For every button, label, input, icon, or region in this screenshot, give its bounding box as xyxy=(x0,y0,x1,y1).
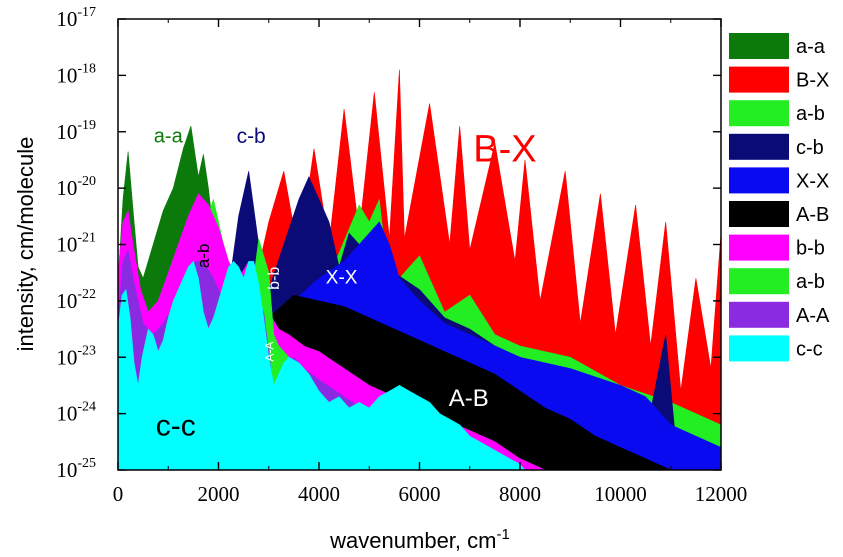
legend-swatch-c-b xyxy=(729,133,789,160)
annotation-a-b: A-B xyxy=(449,385,489,412)
legend-swatch-c-c xyxy=(729,335,789,362)
series-area-c-c-9 xyxy=(118,260,530,470)
x-tick-label: 10000 xyxy=(594,482,647,506)
x-tick-label: 4000 xyxy=(298,482,340,506)
x-tick-label: 2000 xyxy=(198,482,240,506)
legend-label-x-x: X-X xyxy=(796,170,829,192)
x-tick-label: 12000 xyxy=(695,482,748,506)
series-layer xyxy=(118,69,721,470)
legend: a-a B-X a-b c-b X-X A-B b-b a-b A-A c-c xyxy=(729,33,830,362)
legend-label-a-b: A-B xyxy=(796,204,829,226)
y-tick-label: 10-23 xyxy=(56,343,96,369)
axis-layer: 0 2000 4000 6000 8000 10000 12000 10-25 10-24 10-… xyxy=(56,5,747,506)
y-tick-label: 10-18 xyxy=(56,61,96,87)
y-tick-label: 10-17 xyxy=(56,5,96,31)
y-tick-label: 10-22 xyxy=(56,287,96,313)
legend-swatch-b-b xyxy=(729,234,789,261)
x-tick-label: 0 xyxy=(113,482,124,506)
legend-swatch-a-a xyxy=(729,33,789,59)
annotation-c-b: c-b xyxy=(237,125,266,148)
annotation-layer: a-a c-b B-X c-b a-b b-b X-X A-A A-B c-c xyxy=(154,125,537,443)
legend-swatch-a-b xyxy=(729,201,789,227)
y-tick-label: 10-25 xyxy=(56,456,96,482)
x-axis-title-superscript: -1 xyxy=(496,526,509,543)
legend-label-a-a: a-a xyxy=(796,36,826,58)
y-tick-label: 10-21 xyxy=(56,231,96,257)
y-tick-label: 10-24 xyxy=(56,400,96,426)
annotation-a-b: a-b xyxy=(194,243,213,268)
annotation-c-b: c-b xyxy=(231,185,245,202)
legend-swatch-a-b xyxy=(729,100,789,127)
legend-label-b-x: B-X xyxy=(796,70,829,92)
annotation-b-x: B-X xyxy=(473,129,536,171)
x-tick-label: 8000 xyxy=(499,482,541,506)
x-axis-title: wavenumber, cm-1 xyxy=(329,526,510,553)
annotation-x-x: X-X xyxy=(326,267,358,288)
legend-swatch-b-x xyxy=(729,66,789,93)
annotation-a-a: a-a xyxy=(154,126,184,148)
legend-label-c-c: c-c xyxy=(796,338,823,360)
legend-swatch-a-b xyxy=(729,268,789,295)
y-tick-label: 10-20 xyxy=(56,174,96,200)
annotation-b-b: b-b xyxy=(266,267,283,290)
legend-label-b-b: b-b xyxy=(796,238,825,260)
legend-label-a-a: A-A xyxy=(796,305,830,327)
legend-label-c-b: c-b xyxy=(796,137,824,159)
legend-label-a-b: a-b xyxy=(796,103,825,125)
y-axis-title: intensity, cm/molecule xyxy=(13,137,38,352)
legend-swatch-x-x xyxy=(729,167,789,194)
annotation-c-c: c-c xyxy=(156,410,196,443)
x-tick-label: 6000 xyxy=(399,482,441,506)
x-axis-title-main: wavenumber, cm xyxy=(329,528,496,553)
annotation-a-a: A-A xyxy=(262,342,276,362)
y-tick-label: 10-19 xyxy=(56,118,96,144)
legend-label-a-b: a-b xyxy=(796,271,825,293)
legend-swatch-a-a xyxy=(729,301,789,328)
